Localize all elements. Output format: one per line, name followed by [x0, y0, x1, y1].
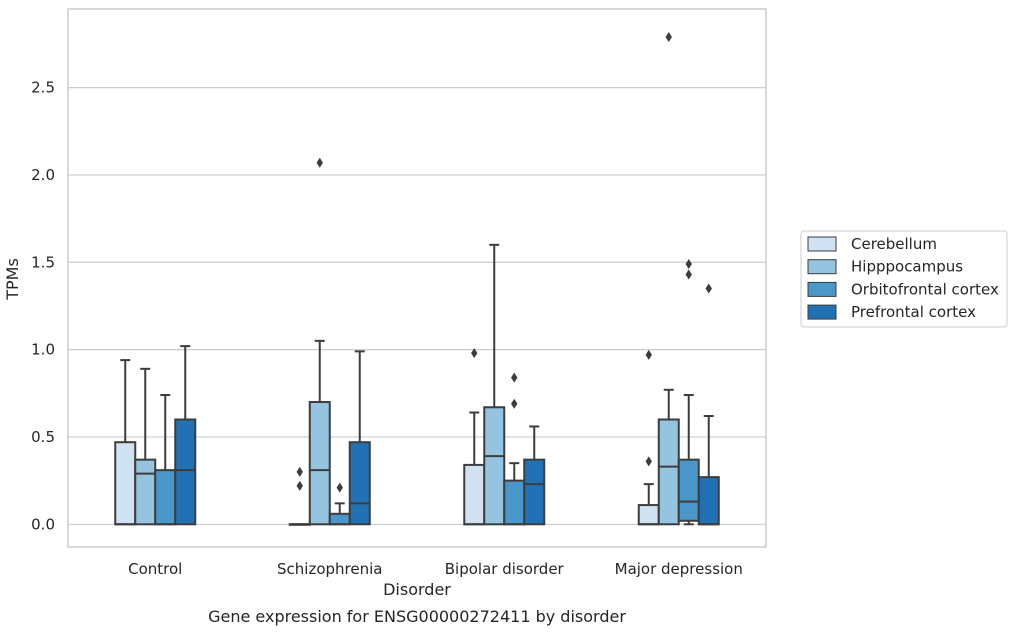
outlier-point	[296, 480, 303, 491]
y-tick-label: 1.0	[31, 341, 55, 359]
box-control-prefrontal-cortex	[174, 345, 197, 526]
box-control-orbitofrontal-cortex	[154, 394, 177, 526]
outlier-point	[336, 482, 343, 493]
y-tick-label: 0.5	[31, 428, 55, 446]
y-tick-label: 0.0	[31, 515, 55, 533]
outlier-point	[685, 269, 692, 280]
box-body	[637, 504, 660, 526]
y-tick-label: 2.0	[31, 166, 55, 184]
legend-swatch	[807, 281, 837, 297]
box-body	[463, 463, 486, 526]
x-tick-labels: Control Schizophrenia Bipolar disorder Majo…	[128, 560, 743, 578]
legend-label: Prefrontal cortex	[851, 303, 976, 321]
box-body	[677, 458, 700, 522]
x-axis-label: Disorder	[383, 580, 451, 599]
legend-label: Hipppocampus	[851, 258, 963, 276]
box-series-layer	[114, 31, 720, 526]
legend-frame	[800, 230, 1008, 328]
box-schizophrenia-prefrontal-cortex	[348, 350, 371, 526]
outlier-point	[665, 31, 672, 42]
box-body	[308, 401, 331, 526]
box-body	[154, 469, 177, 526]
box-body	[503, 479, 526, 526]
outlier-point	[316, 157, 323, 168]
box-body	[348, 441, 371, 526]
legend-swatch	[807, 236, 837, 252]
box-body	[174, 418, 197, 526]
x-tick-label: Schizophrenia	[277, 560, 382, 578]
y-tick-label: 2.5	[31, 79, 55, 97]
outlier-point	[511, 372, 518, 383]
outlier-point	[645, 456, 652, 467]
figure-caption: Gene expression for ENSG00000272411 by d…	[208, 607, 626, 626]
box-major-depression-hipppocampus	[657, 31, 680, 526]
box-major-depression-cerebellum	[637, 349, 660, 526]
box-bipolar-disorder-prefrontal-cortex	[523, 425, 546, 526]
box-major-depression-prefrontal-cortex	[697, 283, 720, 526]
x-tick-label: Bipolar disorder	[445, 560, 565, 578]
box-body	[523, 458, 546, 526]
outlier-point	[705, 283, 712, 294]
y-tick-label: 1.5	[31, 253, 55, 271]
box-body	[697, 476, 720, 526]
box-body	[483, 406, 506, 526]
legend-swatch	[807, 304, 837, 320]
legend-label: Cerebellum	[851, 235, 937, 253]
x-tick-label: Control	[128, 560, 182, 578]
box-control-hipppocampus	[134, 367, 157, 526]
box-body	[134, 458, 157, 526]
box-body	[657, 418, 680, 526]
legend-swatch	[807, 259, 837, 275]
box-control-cerebellum	[114, 359, 137, 526]
outlier-point	[296, 466, 303, 477]
legend: Cerebellum Hipppocampus Orbitofrontal cort…	[800, 230, 1008, 328]
outlier-point	[685, 259, 692, 270]
outlier-point	[511, 398, 518, 409]
box-body	[328, 512, 351, 526]
legend-label: Orbitofrontal cortex	[851, 280, 999, 298]
box-schizophrenia-hipppocampus	[308, 157, 331, 526]
y-tick-labels: 0.0 0.5 1.0 1.5 2.0 2.5	[31, 79, 55, 534]
plot-frame	[67, 8, 767, 548]
box-bipolar-disorder-hipppocampus	[483, 243, 506, 526]
outlier-point	[471, 348, 478, 359]
box-body	[114, 441, 137, 526]
y-axis-label: TPMs	[3, 258, 22, 301]
x-tick-label: Major depression	[615, 560, 743, 578]
outlier-point	[645, 349, 652, 360]
